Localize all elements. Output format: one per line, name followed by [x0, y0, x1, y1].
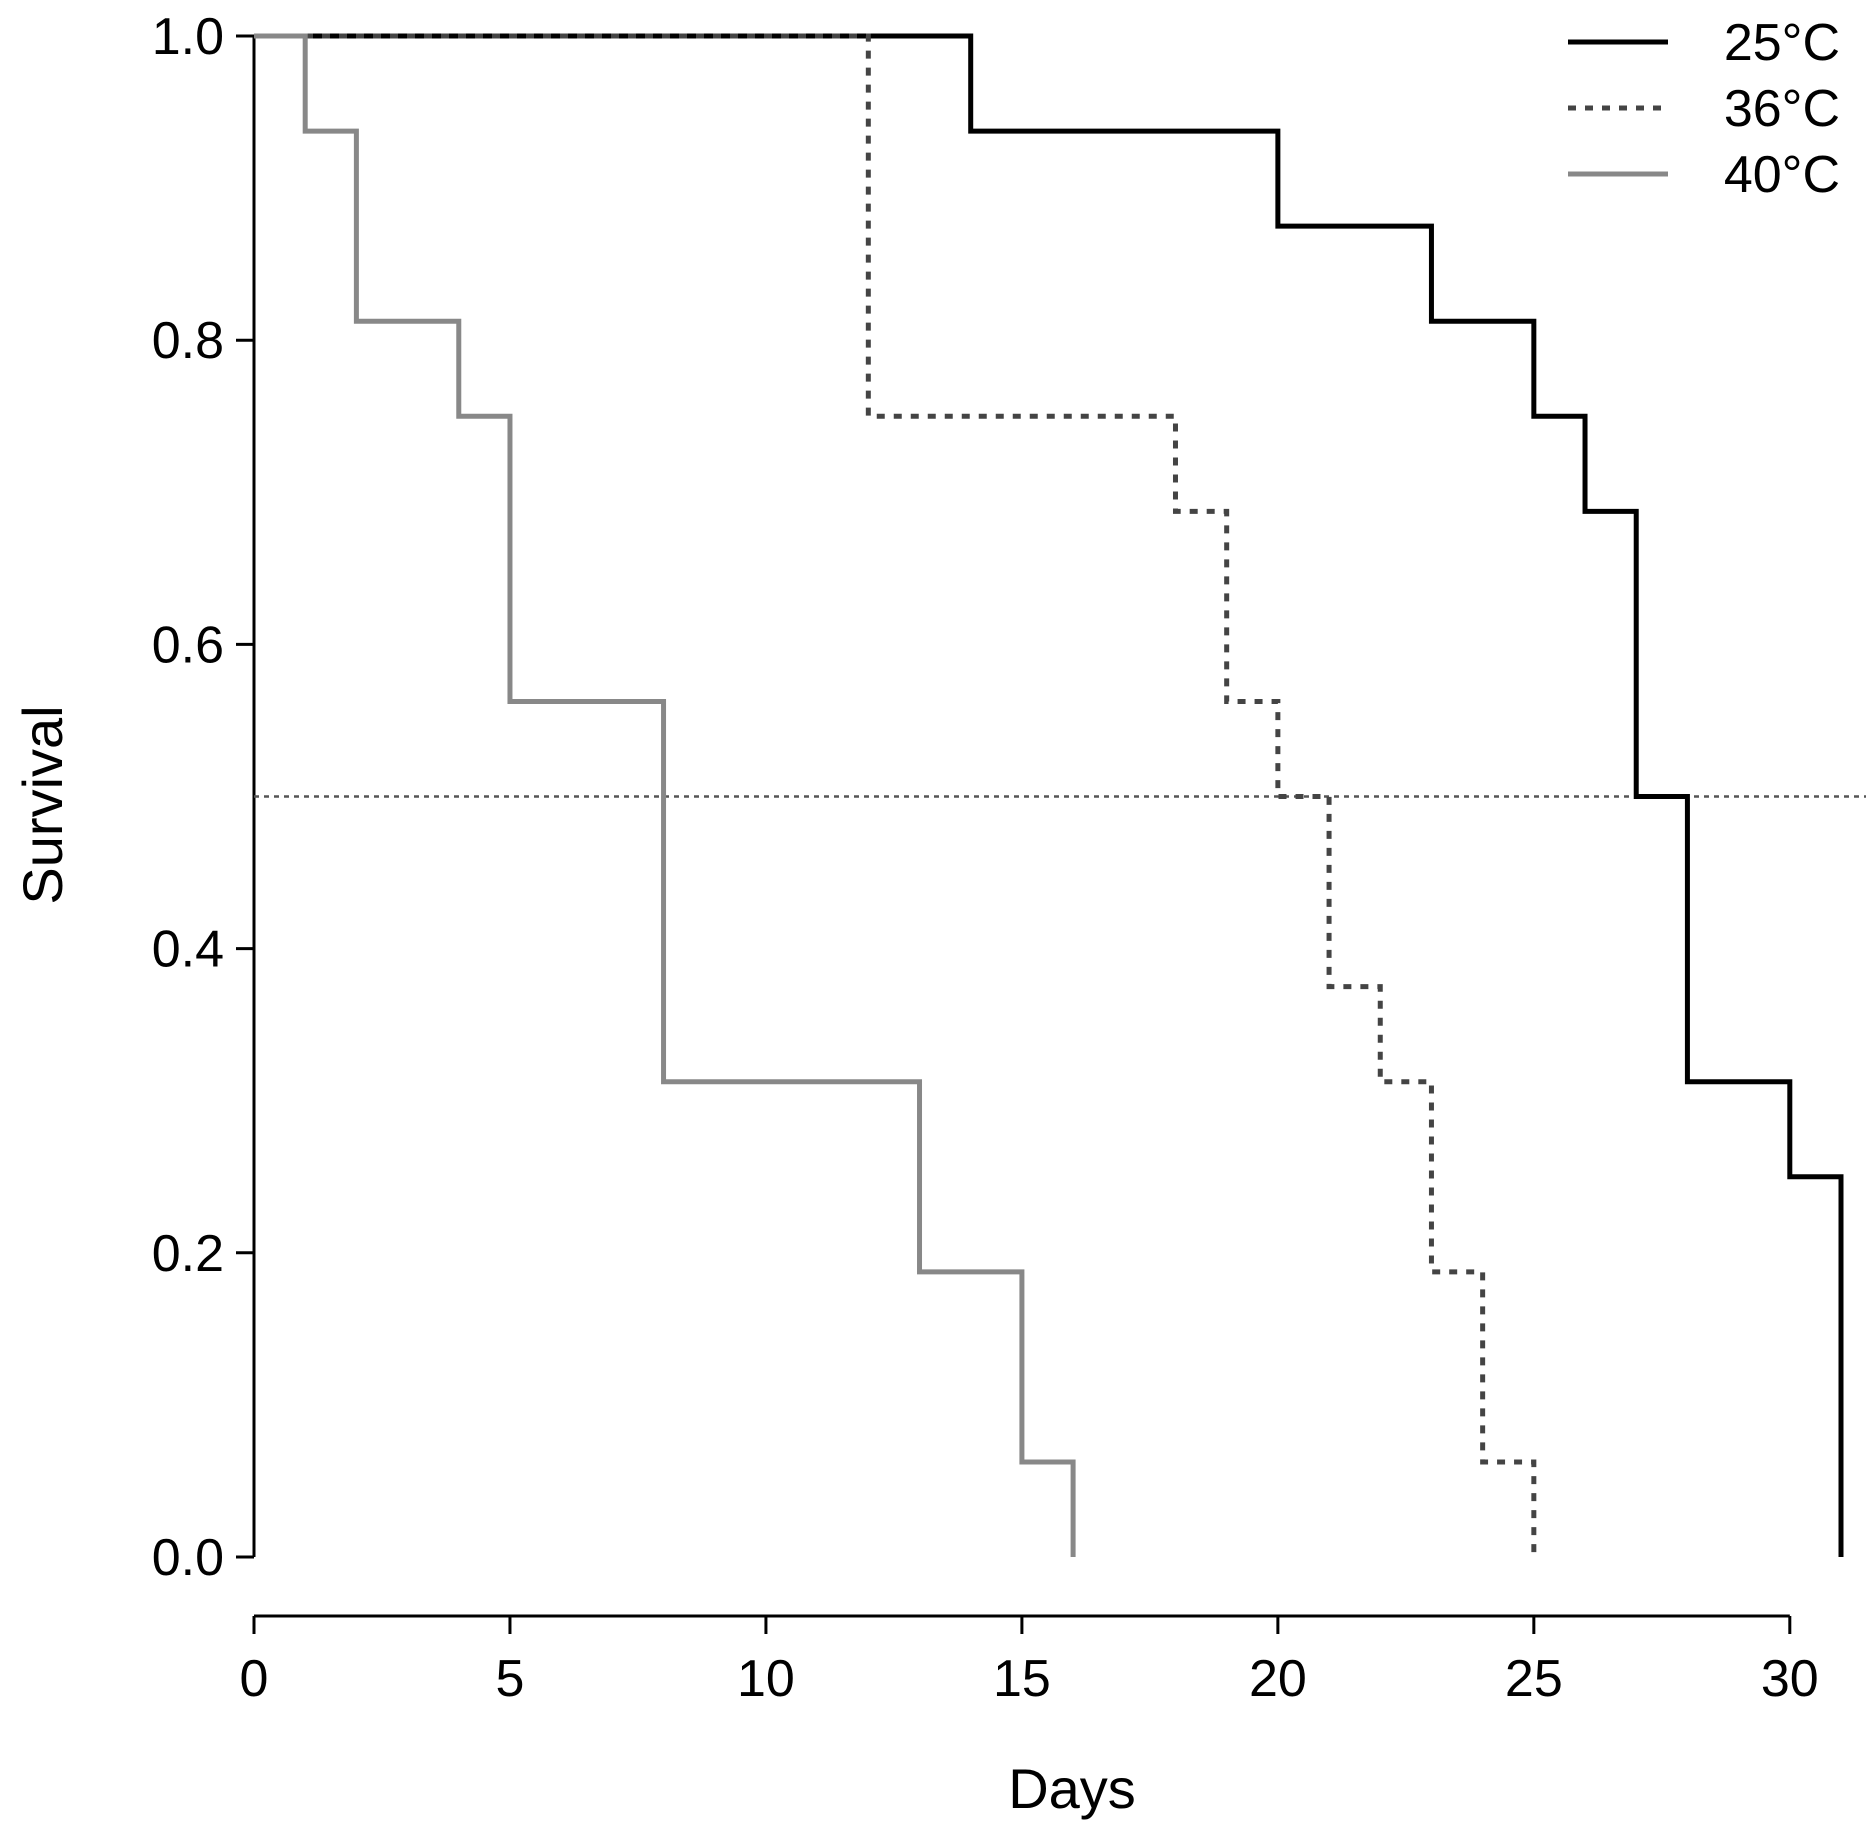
x-axis-title: Days — [1008, 1757, 1136, 1820]
legend-label: 25°C — [1724, 14, 1840, 72]
y-tick-label: 0.2 — [152, 1225, 224, 1283]
x-tick-label: 30 — [1761, 1650, 1819, 1708]
y-tick-label: 0.8 — [152, 312, 224, 370]
series-line-40C — [254, 33, 1076, 1557]
x-tick-label: 15 — [993, 1650, 1051, 1708]
series-line-25C — [254, 33, 1844, 1557]
series-layer — [254, 33, 1844, 1557]
legend-label: 36°C — [1724, 80, 1840, 138]
legend-label: 40°C — [1724, 146, 1840, 204]
y-axis: 0.0 0.2 0.4 0.6 0.8 1.0 — [152, 8, 256, 1587]
y-tick-label: 1.0 — [152, 8, 224, 66]
legend: 25°C 36°C 40°C — [1568, 14, 1840, 204]
y-tick-label: 0.4 — [152, 921, 224, 979]
x-axis: 0 5 10 15 20 25 30 — [240, 1614, 1819, 1708]
y-axis-title: Survival — [11, 705, 74, 904]
x-tick-label: 25 — [1505, 1650, 1563, 1708]
x-tick-label: 10 — [737, 1650, 795, 1708]
x-tick-label: 20 — [1249, 1650, 1307, 1708]
y-tick-label: 0.0 — [152, 1529, 224, 1587]
x-tick-label: 0 — [240, 1650, 269, 1708]
y-tick-label: 0.6 — [152, 616, 224, 674]
x-tick-label: 5 — [496, 1650, 525, 1708]
